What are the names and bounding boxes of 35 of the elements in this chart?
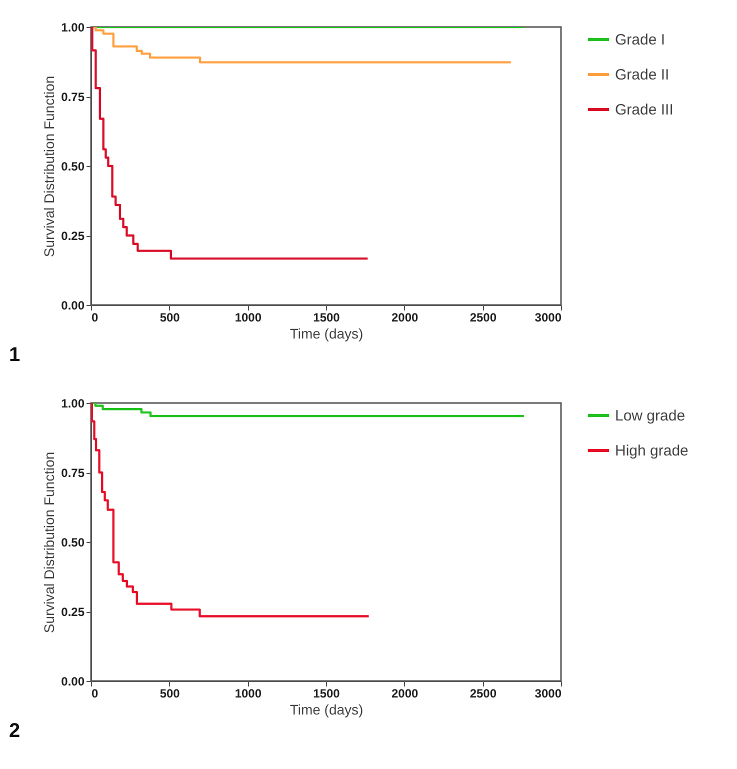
x-tick-label: 1500	[313, 686, 340, 700]
y-tick-label: 0.50	[61, 536, 85, 550]
x-axis-title: Time (days)	[290, 326, 364, 342]
y-tick-label: 0.00	[61, 298, 85, 312]
x-tick-label: 2500	[470, 686, 497, 700]
y-tick-label: 0.75	[61, 90, 85, 104]
x-tick-label: 3000	[534, 310, 562, 324]
y-axis-title: Survival Distribution Function	[41, 76, 58, 258]
legend-label: High grade	[615, 442, 688, 460]
x-tick-label: 2000	[391, 686, 419, 700]
x-tick-label: 1000	[234, 686, 262, 700]
x-tick-label: 1000	[234, 310, 262, 324]
legend-label: Grade III	[615, 102, 674, 118]
legend-label: Grade II	[615, 66, 670, 84]
text: 1	[9, 344, 20, 366]
y-tick-label: 0.50	[61, 160, 85, 174]
x-tick-label: 500	[160, 310, 180, 324]
x-tick-label: 2000	[391, 310, 419, 324]
y-tick-label: 1.00	[61, 396, 85, 410]
legend-label: Low grade	[615, 408, 686, 424]
x-tick-label: 1500	[313, 310, 340, 324]
y-tick-label: 1.00	[61, 20, 85, 34]
x-tick-label: 3000	[534, 686, 562, 700]
y-axis-title: Survival Distribution Function	[41, 452, 58, 634]
legend-label: Grade I	[615, 32, 666, 48]
y-tick-label: 0.25	[61, 229, 85, 243]
y-tick-label: 0.25	[61, 605, 85, 619]
y-tick-label: 0.75	[61, 466, 85, 480]
y-tick-label: 0.00	[61, 674, 85, 688]
x-tick-label: 0	[92, 686, 98, 700]
x-tick-label: 2500	[470, 310, 497, 324]
x-tick-label: 0	[92, 310, 98, 324]
x-tick-label: 500	[160, 686, 180, 700]
text: 2	[9, 720, 20, 742]
x-axis-title: Time (days)	[290, 702, 364, 718]
